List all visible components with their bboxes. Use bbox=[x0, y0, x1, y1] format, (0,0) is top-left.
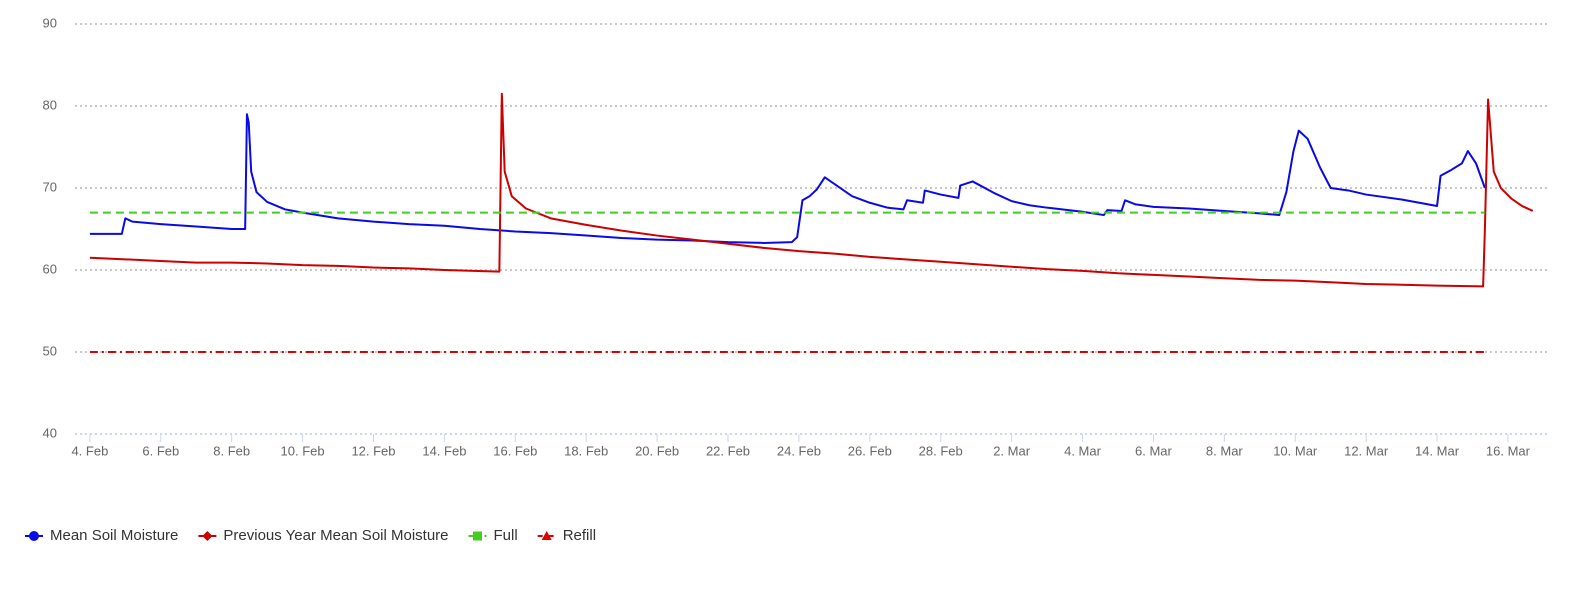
x-tick-label: 26. Feb bbox=[848, 443, 892, 458]
x-tick-label: 18. Feb bbox=[564, 443, 608, 458]
legend-marker bbox=[541, 531, 552, 540]
grid: 40 50 60 70 80 90 4. Feb 6. Feb 8. Feb 10. Feb 12.… bbox=[43, 15, 1548, 458]
legend-label: Previous Year Mean Soil Moisture bbox=[223, 527, 448, 544]
x-tick-label: 24. Feb bbox=[777, 443, 821, 458]
x-tick-label: 8. Feb bbox=[213, 443, 250, 458]
y-tick-label: 50 bbox=[43, 343, 57, 358]
legend-label: Mean Soil Moisture bbox=[50, 527, 178, 544]
series-line bbox=[89, 92, 1534, 288]
x-tick-label: 10. Feb bbox=[281, 443, 325, 458]
x-tick-label: 6. Feb bbox=[142, 443, 179, 458]
x-tick-label: 16. Mar bbox=[1486, 443, 1531, 458]
x-tick-label: 6. Mar bbox=[1135, 443, 1173, 458]
legend-marker bbox=[202, 531, 213, 541]
y-tick-label: 40 bbox=[43, 425, 57, 440]
x-tick-label: 2. Mar bbox=[993, 443, 1031, 458]
legend-marker bbox=[29, 531, 39, 541]
x-tick-label: 4. Mar bbox=[1064, 443, 1102, 458]
x-tick-label: 14. Mar bbox=[1415, 443, 1460, 458]
x-tick-label: 8. Mar bbox=[1206, 443, 1244, 458]
legend-marker bbox=[473, 531, 483, 541]
y-tick-label: 90 bbox=[43, 15, 57, 30]
legend-item: Refill bbox=[537, 527, 596, 544]
y-tick-label: 70 bbox=[43, 179, 57, 194]
plot-area bbox=[89, 92, 1534, 353]
x-tick-label: 20. Feb bbox=[635, 443, 679, 458]
x-tick-label: 16. Feb bbox=[493, 443, 537, 458]
legend-item: Previous Year Mean Soil Moisture bbox=[198, 527, 449, 544]
x-tick-label: 22. Feb bbox=[706, 443, 750, 458]
legend-item: Mean Soil Moisture bbox=[25, 527, 178, 544]
legend-label: Refill bbox=[563, 527, 596, 544]
legend: Mean Soil Moisture Previous Year Mean Soi… bbox=[25, 527, 596, 544]
x-tick-label: 14. Feb bbox=[422, 443, 466, 458]
y-tick-label: 80 bbox=[43, 97, 57, 112]
x-tick-label: 12. Feb bbox=[351, 443, 395, 458]
series-line bbox=[89, 113, 1486, 244]
legend-label: Full bbox=[494, 527, 518, 544]
x-tick-label: 4. Feb bbox=[71, 443, 108, 458]
legend-item: Full bbox=[468, 527, 518, 544]
x-tick-label: 28. Feb bbox=[919, 443, 963, 458]
x-tick-label: 12. Mar bbox=[1344, 443, 1389, 458]
y-tick-label: 60 bbox=[43, 261, 57, 276]
x-tick-label: 10. Mar bbox=[1273, 443, 1318, 458]
